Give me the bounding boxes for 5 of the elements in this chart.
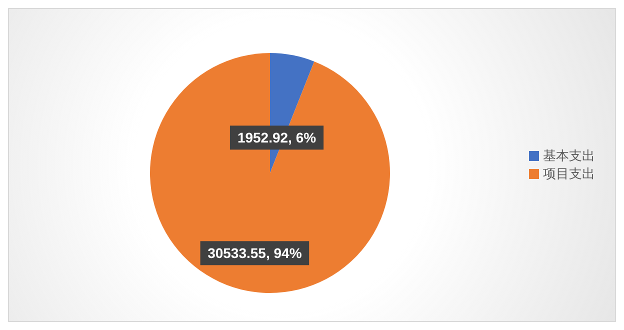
pie-slice [150,53,390,293]
legend-label: 基本支出 [543,149,595,164]
data-label: 30533.55, 94% [208,245,302,262]
data-label: 1952.92, 6% [237,130,317,146]
legend-label: 项目支出 [543,167,595,182]
